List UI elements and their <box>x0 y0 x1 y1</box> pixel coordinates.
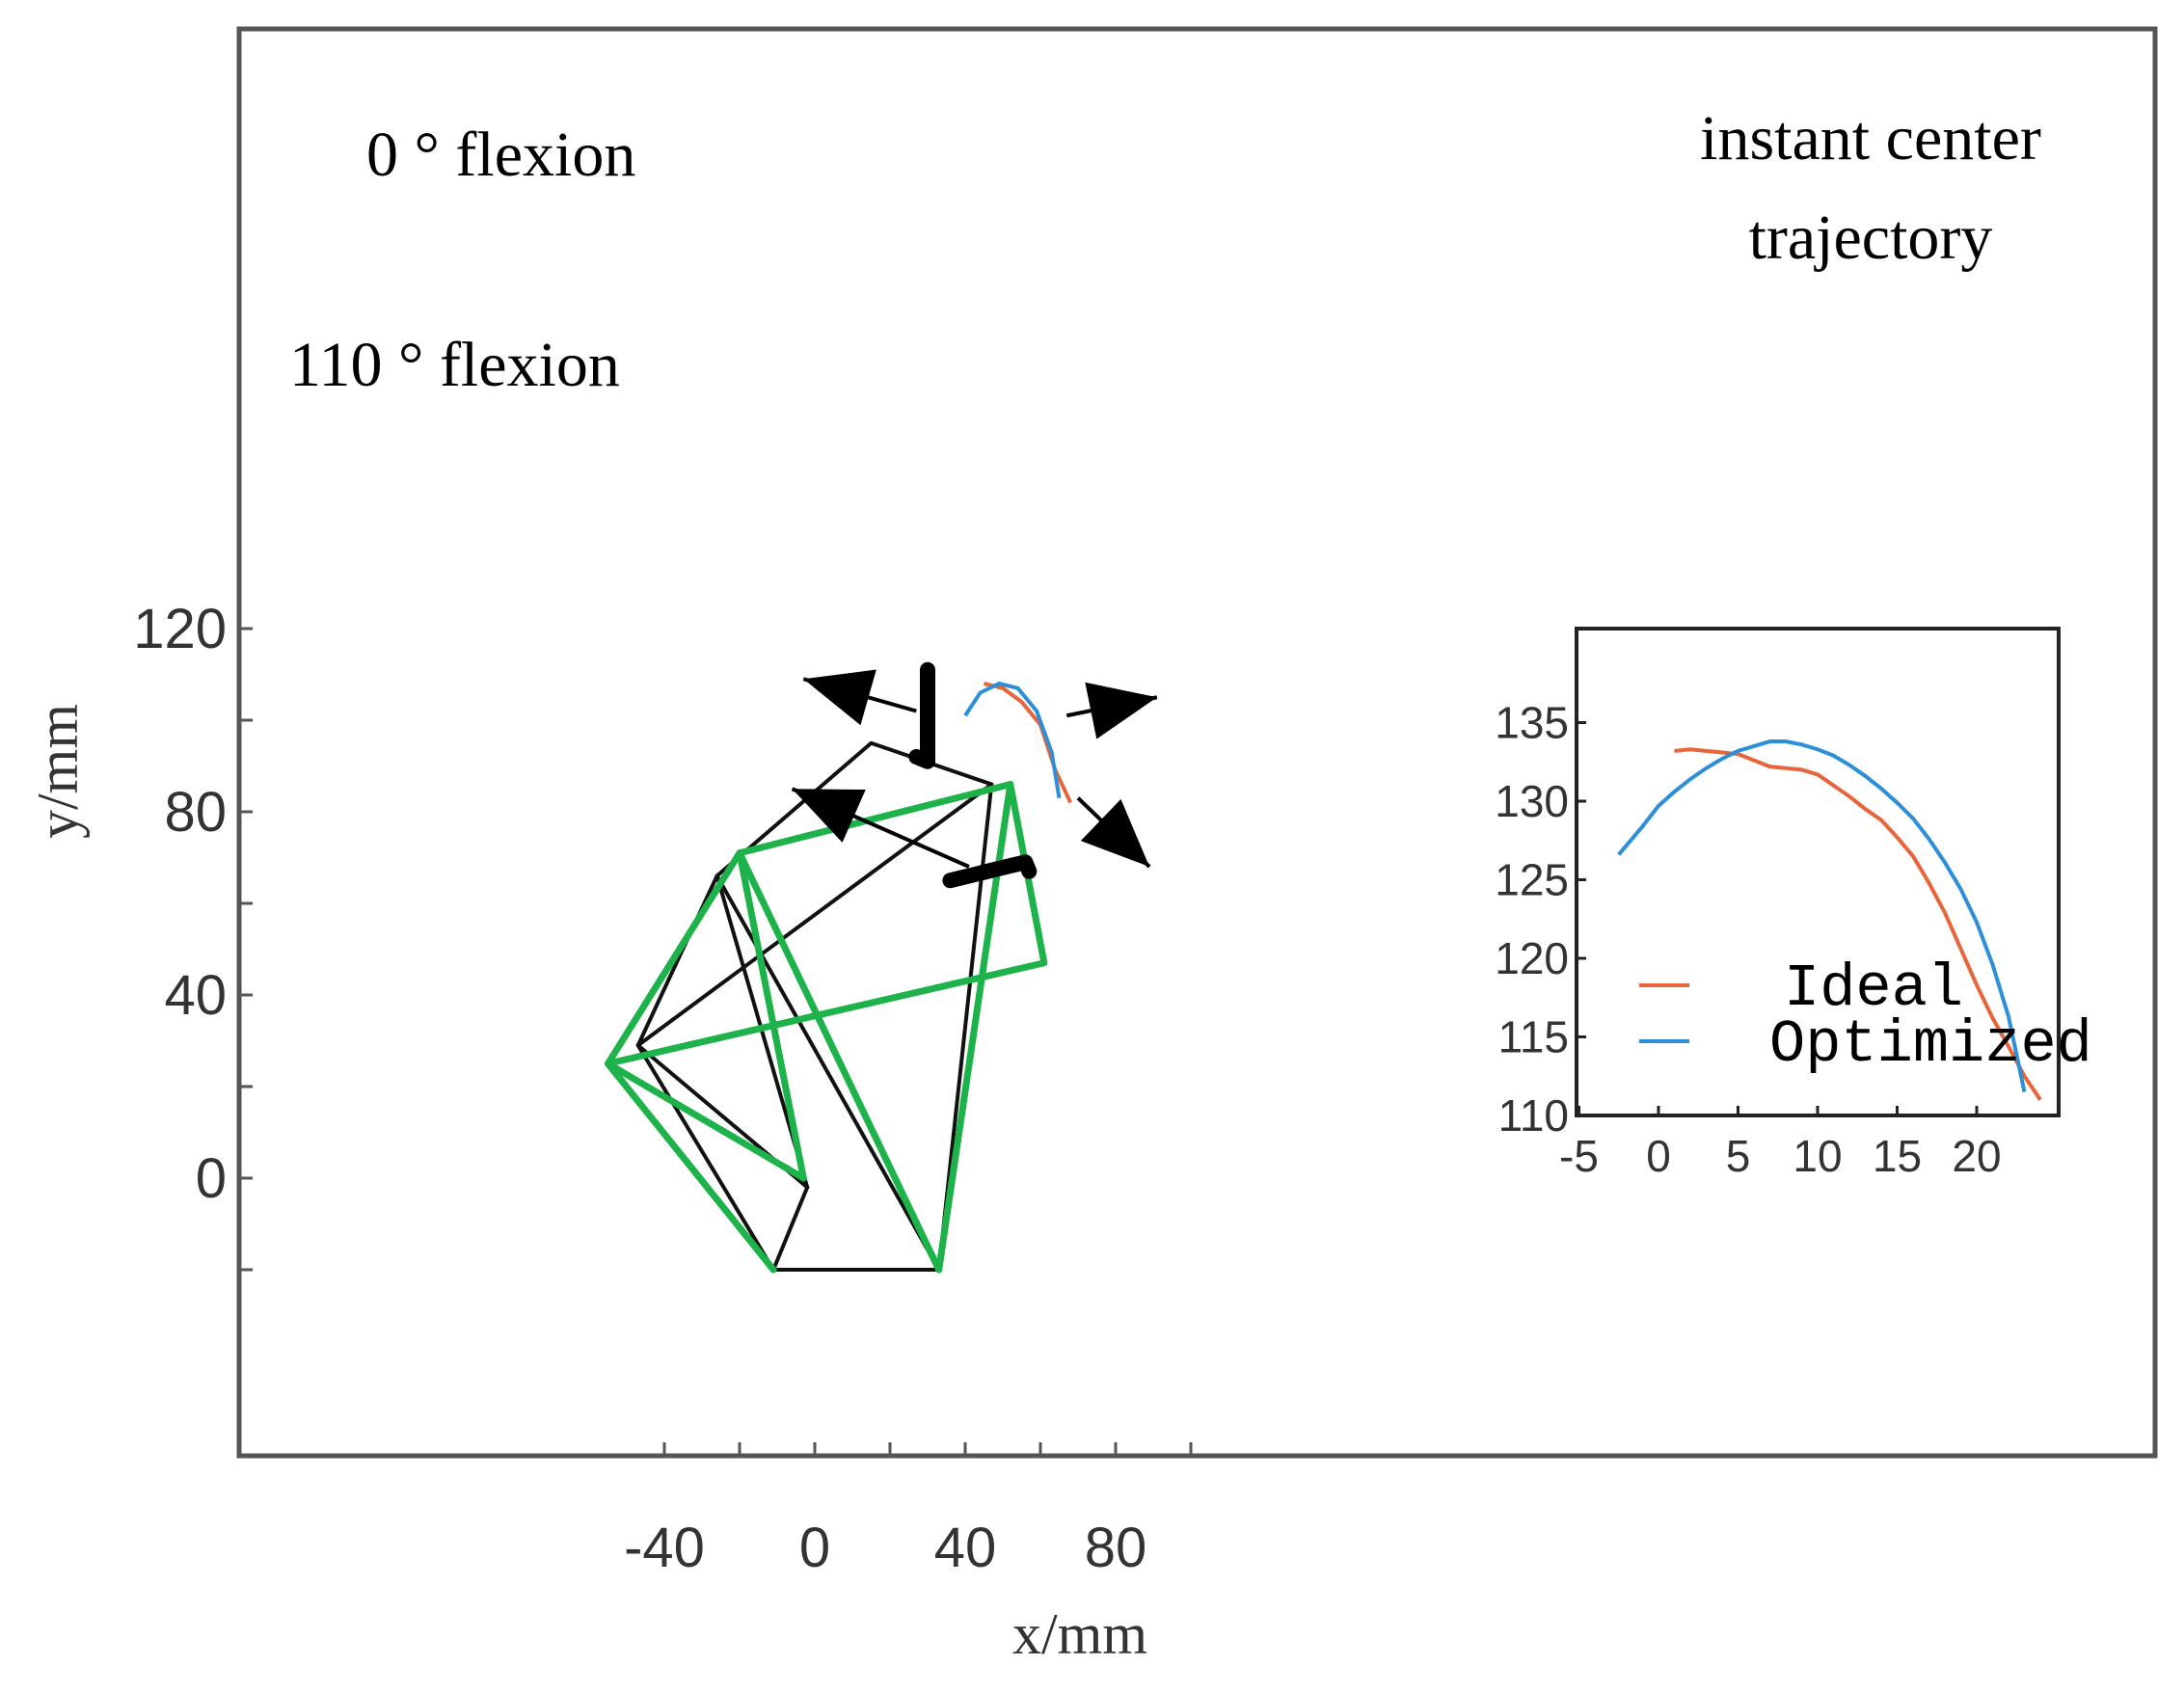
arrow-110-flexion-head <box>792 789 866 843</box>
inset-series-line <box>1617 739 2027 1092</box>
trajectory-preview <box>963 681 1073 804</box>
linkage-bar <box>771 1185 810 1272</box>
inset-y-tick-label: 115 <box>1498 1012 1569 1062</box>
legend-label: Optimized <box>1769 1010 2092 1079</box>
legend-label: Ideal <box>1784 954 1963 1023</box>
x-tick-label: 0 <box>799 1517 830 1579</box>
110-flexion-bar <box>942 854 1038 889</box>
linkage-bar <box>715 873 941 1272</box>
inset-background <box>1495 619 2068 1212</box>
plot-border <box>236 26 2158 1459</box>
x-axis-label: x/mm <box>1012 1602 1147 1666</box>
linkage-bar <box>635 782 994 1048</box>
inset-chart: -5 0 5 10 15 20 110 115 120 125 130 135 IdealOptimiz… <box>1495 619 2092 1212</box>
main-axis-tick-labels: -40 0 40 80 0 40 80 120 <box>133 598 1146 1579</box>
y-tick-label: 40 <box>164 964 227 1027</box>
annotation-arrows <box>791 669 1158 869</box>
0-flexion-bar <box>908 661 935 769</box>
inset-y-tick-label: 135 <box>1495 698 1569 748</box>
inset-x-tick-label: 15 <box>1873 1131 1922 1181</box>
x-tick-label: 80 <box>1085 1517 1147 1579</box>
y-tick-label: 0 <box>196 1147 227 1210</box>
inset-x-tick-label: 0 <box>1646 1131 1671 1181</box>
ideal-trajectory-small <box>984 682 1073 804</box>
arrow-inset-head <box>1080 798 1150 867</box>
main-plot-frame <box>236 26 2158 1459</box>
x-tick-label: 40 <box>934 1517 997 1579</box>
inset-x-tick-label: 10 <box>1793 1131 1842 1181</box>
flexion-markers <box>908 661 1038 889</box>
annotation-labels: 0 ° flexion 110 ° flexion instant center tr… <box>289 103 2041 400</box>
annotation-text: instant center <box>1700 103 2041 174</box>
inset-x-tick-label: 5 <box>1726 1131 1751 1181</box>
main-axis-ticks <box>239 627 1193 1456</box>
inset-y-tick-label: 130 <box>1495 776 1569 826</box>
y-tick-label: 80 <box>164 781 227 844</box>
linkage-bar <box>736 849 807 1182</box>
y-axis-label: y/mm <box>26 704 90 839</box>
y-tick-label: 120 <box>133 598 227 660</box>
inset-y-tick-label: 110 <box>1498 1090 1569 1141</box>
x-tick-label: -40 <box>624 1517 705 1579</box>
arrow-0-flexion-head <box>803 669 876 726</box>
inset-x-tick-label: 20 <box>1952 1131 2001 1181</box>
inset-x-tick-label: -5 <box>1559 1131 1599 1181</box>
optimized-trajectory-small <box>963 681 1062 799</box>
linkage-bar <box>605 1060 807 1182</box>
annotation-text: 0 ° flexion <box>366 120 635 190</box>
annotation-text: 110 ° flexion <box>289 330 620 400</box>
inset-y-tick-label: 125 <box>1495 855 1569 905</box>
linkage-drawings <box>605 740 1048 1274</box>
arrow-trajectory-head <box>1085 682 1157 739</box>
annotation-text: trajectory <box>1749 202 1993 273</box>
linkage-bar <box>605 1060 777 1274</box>
inset-y-tick-label: 120 <box>1495 933 1569 983</box>
linkage-bar <box>736 849 943 1274</box>
